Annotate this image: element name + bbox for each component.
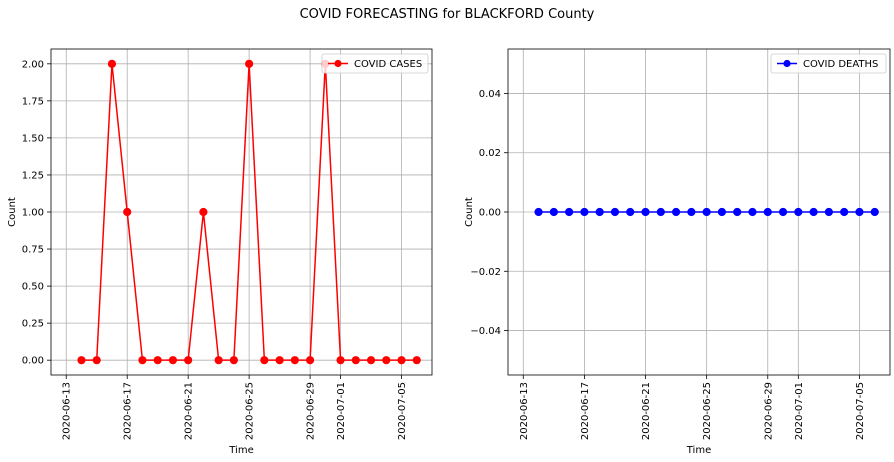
- data-point: [840, 207, 849, 217]
- data-point: [260, 356, 269, 365]
- data-point: [397, 356, 406, 365]
- data-point: [549, 207, 558, 217]
- y-tick-label: 0.00: [22, 356, 44, 367]
- legend-box: [770, 53, 887, 74]
- data-point: [138, 356, 147, 365]
- y-tick-label: 0.02: [479, 148, 501, 159]
- data-point: [702, 207, 711, 217]
- y-axis-label: Count: [464, 197, 475, 227]
- data-point: [824, 207, 833, 217]
- legend: COVID DEATHS: [770, 53, 887, 74]
- y-tick-label: 0.75: [22, 245, 44, 256]
- data-point: [855, 207, 864, 217]
- data-point: [809, 207, 818, 217]
- data-point: [717, 207, 727, 217]
- legend-label: COVID CASES: [354, 59, 422, 70]
- y-tick-label: 0.04: [479, 89, 501, 100]
- data-point: [351, 356, 360, 365]
- data-point: [763, 207, 772, 217]
- x-tick-label: 2020-06-25: [245, 382, 256, 440]
- data-point: [794, 207, 803, 217]
- data-point: [214, 356, 223, 365]
- data-point: [671, 207, 681, 217]
- data-point: [870, 207, 879, 217]
- x-tick-label: 2020-07-05: [397, 382, 408, 440]
- data-point: [733, 207, 742, 217]
- x-tick-label: 2020-06-29: [306, 382, 317, 440]
- x-tick-label: 2020-06-29: [763, 382, 774, 440]
- subplot-1: 2020-06-13 2020-06-17 2020-06-21 2020-06-25…: [7, 48, 433, 456]
- y-tick-label: 1.25: [22, 170, 44, 181]
- subplot-2: 2020-06-13 2020-06-17 2020-06-21 2020-06-25…: [464, 48, 891, 456]
- data-point: [778, 207, 788, 217]
- data-point: [77, 356, 86, 365]
- x-tick-label: 2020-07-01: [336, 382, 347, 440]
- figure-title: COVID FORECASTING for BLACKFORD County: [300, 7, 595, 22]
- y-tick-label: 1.75: [22, 96, 44, 107]
- x-axis-label: Time: [686, 445, 711, 456]
- x-tick-label: 2020-06-13: [62, 382, 73, 440]
- x-tick-label: 2020-06-25: [702, 382, 713, 440]
- data-point: [382, 356, 391, 365]
- x-tick-label: 2020-06-13: [519, 382, 530, 440]
- y-tick-label: 0.00: [479, 208, 501, 219]
- data-point: [336, 356, 345, 365]
- data-point: [656, 207, 665, 217]
- data-point: [412, 356, 421, 365]
- data-point: [107, 59, 117, 68]
- x-tick-label: 2020-06-17: [123, 382, 134, 440]
- y-tick-label: 2.00: [22, 59, 44, 70]
- data-point: [275, 356, 284, 365]
- y-tick-label: 1.50: [22, 133, 44, 144]
- legend-box: [321, 53, 429, 74]
- data-point: [565, 207, 574, 217]
- data-point: [366, 356, 376, 365]
- data-point: [580, 207, 589, 217]
- y-tick-label: 0.50: [22, 282, 44, 293]
- legend-marker: [334, 59, 342, 68]
- data-point: [290, 356, 299, 365]
- data-point: [305, 356, 315, 365]
- x-tick-label: 2020-06-17: [580, 382, 591, 440]
- y-tick-label: 1.00: [22, 208, 44, 219]
- data-point: [534, 207, 543, 217]
- data-point: [184, 356, 193, 365]
- data-point: [229, 356, 238, 365]
- data-point: [92, 356, 101, 365]
- data-point: [687, 207, 696, 217]
- data-point: [595, 207, 604, 217]
- data-point: [153, 356, 162, 365]
- x-tick-label: 2020-07-01: [794, 382, 805, 440]
- data-point: [641, 207, 650, 217]
- legend-marker: [783, 59, 791, 68]
- y-tick-label: −0.04: [470, 326, 501, 337]
- legend: COVID CASES: [321, 53, 429, 74]
- x-tick-label: 2020-06-21: [184, 382, 195, 440]
- data-point: [748, 207, 757, 217]
- data-point: [610, 207, 620, 217]
- data-point: [123, 207, 132, 217]
- x-tick-label: 2020-06-21: [641, 382, 652, 440]
- y-axis-label: Count: [7, 197, 18, 227]
- data-point: [199, 207, 208, 217]
- data-point: [626, 207, 635, 217]
- x-axis-label: Time: [228, 445, 253, 456]
- y-tick-label: 0.25: [22, 319, 44, 330]
- legend-label: COVID DEATHS: [803, 59, 878, 70]
- data-point: [245, 59, 254, 68]
- y-tick-label: −0.02: [470, 267, 501, 278]
- data-point: [168, 356, 178, 365]
- x-tick-label: 2020-07-05: [855, 382, 866, 440]
